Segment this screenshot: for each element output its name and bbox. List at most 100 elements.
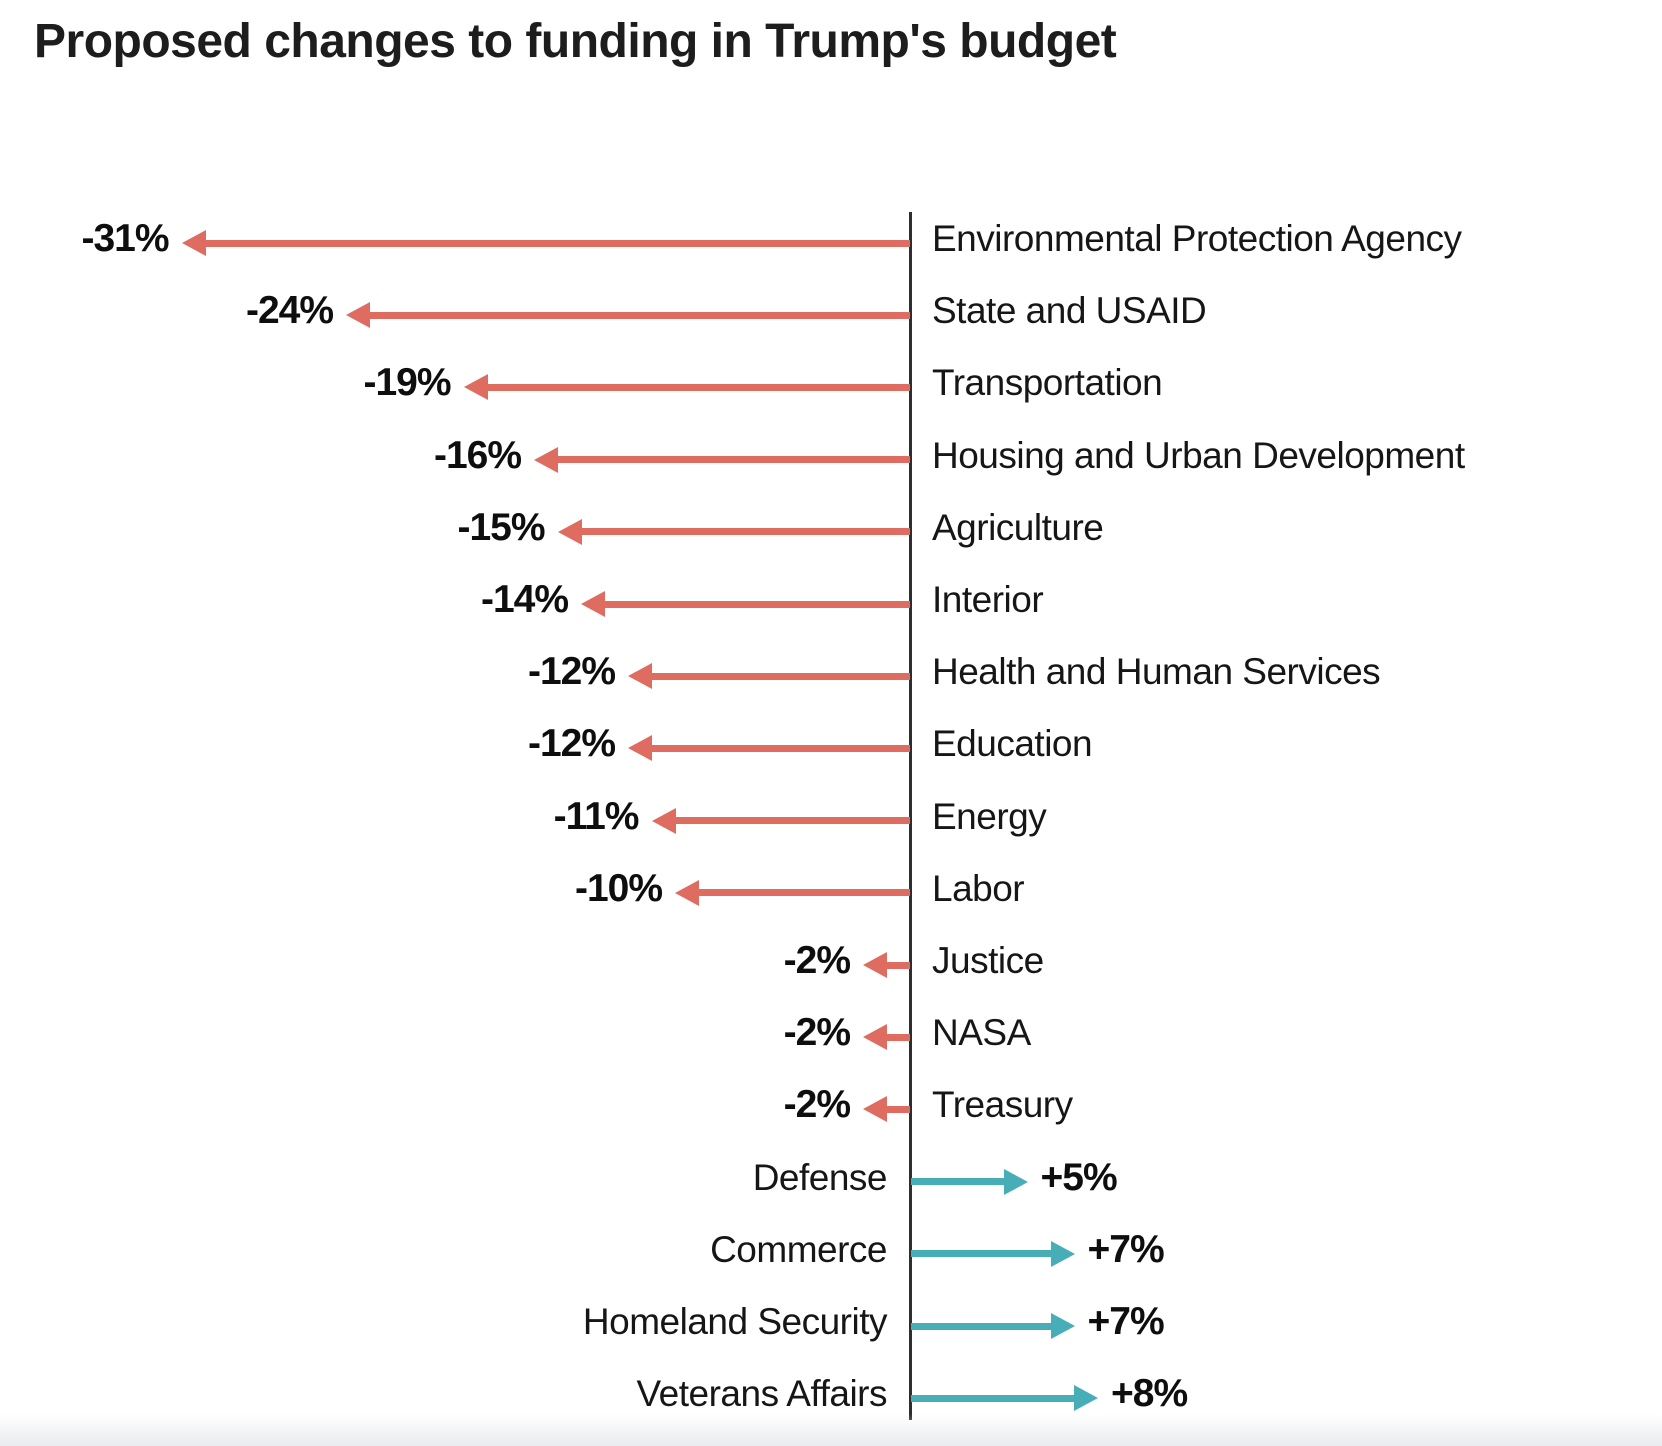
chart-row: -11% Energy (0, 785, 1662, 857)
decrease-arrow (675, 879, 910, 906)
decrease-arrow (651, 807, 910, 834)
value-label: -15% (457, 505, 545, 549)
arrow-shaft (675, 817, 910, 825)
category-label: Justice (932, 940, 1044, 981)
left-arrowhead-icon (651, 807, 676, 834)
chart-row: -12% Education (0, 712, 1662, 784)
left-arrowhead-icon (628, 663, 652, 690)
arrow-shaft (558, 456, 910, 464)
left-arrowhead-icon (463, 374, 488, 401)
value-label: -19% (363, 361, 451, 405)
arrow-shaft (887, 961, 910, 969)
value-label: -16% (433, 433, 522, 477)
right-arrowhead-icon (1050, 1313, 1075, 1339)
left-arrowhead-icon (181, 230, 206, 256)
decrease-arrow (863, 952, 910, 978)
right-arrowhead-icon (1074, 1385, 1098, 1412)
value-label: +7% (1087, 1227, 1165, 1271)
value-label: -12% (527, 650, 616, 694)
value-label: -24% (245, 289, 334, 333)
decrease-arrow (534, 446, 910, 473)
value-label: -2% (783, 939, 851, 982)
decrease-arrow (463, 374, 910, 401)
decrease-arrow (581, 591, 910, 617)
category-label: Transportation (932, 362, 1163, 404)
value-label: +5% (1040, 1155, 1118, 1199)
decrease-arrow (181, 230, 910, 256)
arrow-shaft (699, 889, 910, 897)
category-label: Defense (752, 1156, 888, 1198)
increase-arrow (911, 1313, 1075, 1339)
value-label: +8% (1111, 1372, 1188, 1416)
category-label: State and USAID (932, 290, 1207, 332)
chart-row: +7% Commerce (0, 1218, 1662, 1290)
left-arrowhead-icon (628, 735, 652, 762)
category-label: Treasury (932, 1084, 1073, 1126)
arrow-shaft (581, 528, 910, 536)
arrow-shaft (205, 239, 910, 247)
chart-row: -14% Interior (0, 568, 1662, 640)
left-arrowhead-icon (581, 591, 605, 617)
value-label: -12% (527, 722, 616, 766)
chart-row: -31% Environmental Protection Agency (0, 207, 1662, 279)
arrow-shaft (911, 1394, 1074, 1402)
increase-arrow (911, 1168, 1028, 1195)
arrow-shaft (487, 383, 910, 391)
chart-row: -2% Justice (0, 929, 1662, 1001)
arrow-shaft (370, 311, 910, 319)
left-arrowhead-icon (534, 446, 558, 473)
right-arrowhead-icon (1003, 1168, 1028, 1195)
chart-row: -10% Labor (0, 857, 1662, 929)
arrow-shaft (605, 600, 910, 608)
arrow-shaft (887, 1033, 910, 1041)
left-arrowhead-icon (675, 879, 699, 906)
chart-row: -15% Agriculture (0, 496, 1662, 568)
value-label: +7% (1087, 1300, 1165, 1343)
decrease-arrow (628, 663, 910, 690)
category-label: Education (932, 723, 1093, 765)
category-label: Agriculture (932, 506, 1104, 548)
chart-title: Proposed changes to funding in Trump's b… (34, 15, 1117, 68)
chart-row: +7% Homeland Security (0, 1290, 1662, 1362)
category-label: Interior (932, 579, 1044, 620)
value-label: -31% (81, 217, 169, 260)
value-label: -11% (553, 794, 640, 838)
decrease-arrow (557, 518, 910, 545)
left-arrowhead-icon (863, 1096, 887, 1123)
right-arrowhead-icon (1050, 1240, 1075, 1267)
chart-row: -16% Housing and Urban Development (0, 424, 1662, 496)
arrow-shaft (911, 1178, 1004, 1186)
category-label: Health and Human Services (932, 651, 1381, 693)
increase-arrow (911, 1385, 1098, 1412)
category-label: Environmental Protection Agency (932, 218, 1462, 259)
decrease-arrow (346, 302, 910, 329)
arrow-shaft (652, 744, 910, 752)
chart-row: -12% Health and Human Services (0, 640, 1662, 712)
chart-row: -24% State and USAID (0, 279, 1662, 351)
arrow-shaft (652, 672, 910, 680)
chart-row: +8% Veterans Affairs (0, 1362, 1662, 1434)
category-label: NASA (932, 1012, 1031, 1054)
category-label: Homeland Security (582, 1301, 888, 1342)
zero-baseline-axis (909, 212, 912, 1420)
value-label: -14% (480, 578, 569, 621)
left-arrowhead-icon (346, 302, 370, 329)
left-arrowhead-icon (863, 1024, 887, 1051)
category-label: Housing and Urban Development (932, 434, 1465, 476)
decrease-arrow (628, 735, 910, 762)
chart-row: +5% Defense (0, 1146, 1662, 1218)
category-label: Veterans Affairs (636, 1373, 888, 1415)
decrease-arrow (863, 1096, 910, 1123)
left-arrowhead-icon (557, 518, 582, 545)
category-label: Energy (932, 795, 1047, 837)
value-label: -2% (783, 1083, 851, 1127)
category-label: Commerce (710, 1228, 887, 1270)
chart-row: -2% NASA (0, 1001, 1662, 1073)
chart-row: -19% Transportation (0, 351, 1662, 423)
arrow-shaft (911, 1250, 1051, 1258)
decrease-arrow (863, 1024, 910, 1051)
value-label: -10% (574, 866, 663, 910)
category-label: Labor (932, 867, 1025, 909)
